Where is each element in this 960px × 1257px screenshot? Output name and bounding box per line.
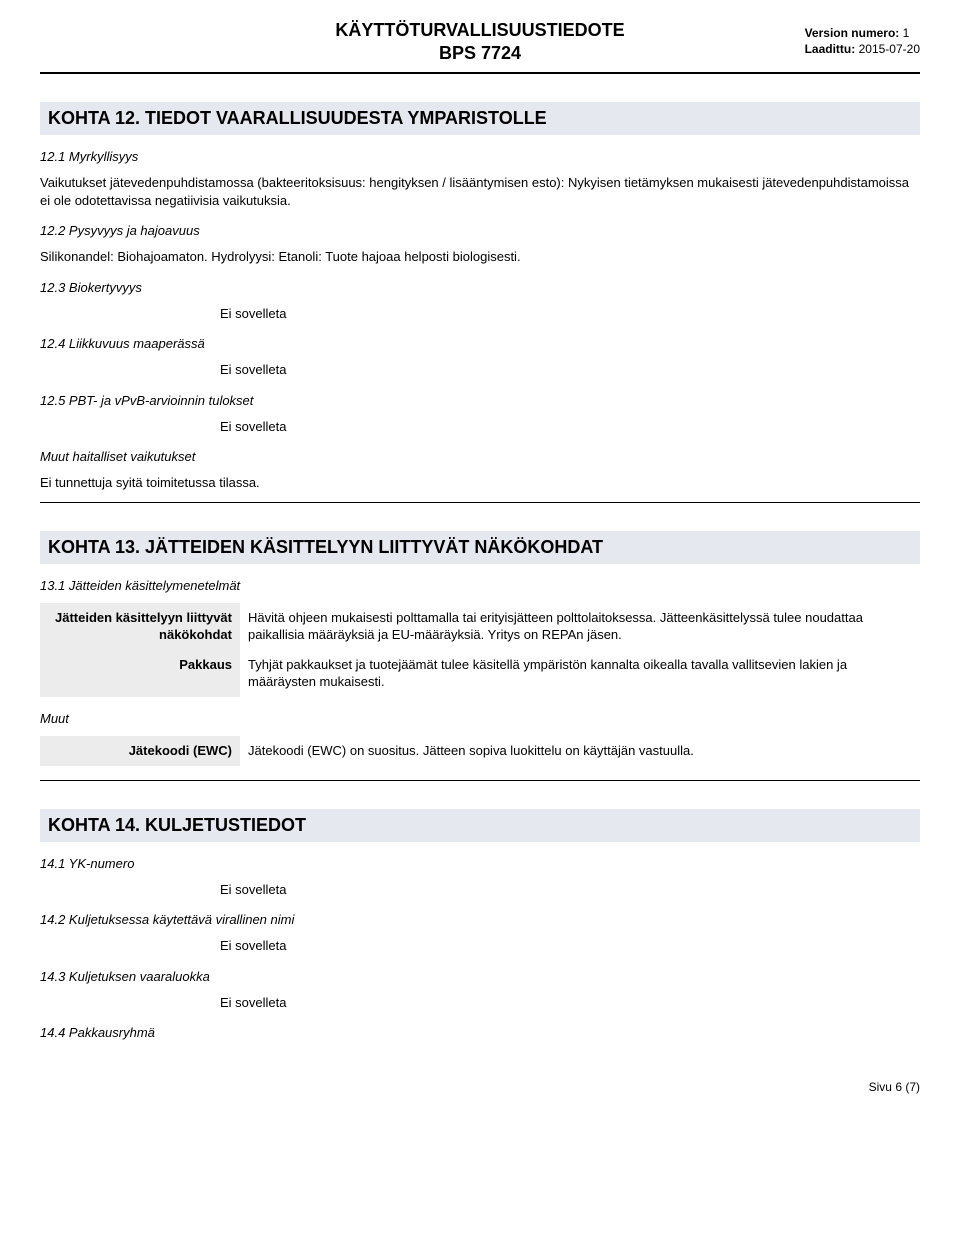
sub-14-1: 14.1 YK-numero bbox=[40, 856, 920, 871]
value-14-2: Ei sovelleta bbox=[220, 937, 920, 955]
table-13-1: Jätteiden käsittelyyn liittyvät näkökohd… bbox=[40, 603, 920, 697]
sub-14-3: 14.3 Kuljetuksen vaaraluokka bbox=[40, 969, 920, 984]
sub-13-1: 13.1 Jätteiden käsittelymenetelmät bbox=[40, 578, 920, 593]
section-14-banner: KOHTA 14. KULJETUSTIEDOT bbox=[40, 809, 920, 842]
value-12-5: Ei sovelleta bbox=[220, 418, 920, 436]
text-12-1: Vaikutukset jätevedenpuhdistamossa (bakt… bbox=[40, 174, 920, 209]
sub-12-1: 12.1 Myrkyllisyys bbox=[40, 149, 920, 164]
table-row: Jätekoodi (EWC) Jätekoodi (EWC) on suosi… bbox=[40, 736, 920, 766]
section-12-banner: KOHTA 12. TIEDOT VAARALLISUUDESTA YMPARI… bbox=[40, 102, 920, 135]
text-12-2: Silikonandel: Biohajoamaton. Hydrolyysi:… bbox=[40, 248, 920, 266]
text-12-other: Ei tunnettuja syitä toimitetussa tilassa… bbox=[40, 474, 920, 492]
version-label: Version numero: bbox=[805, 26, 900, 40]
table-row: Pakkaus Tyhjät pakkaukset ja tuotejäämät… bbox=[40, 650, 920, 697]
header-subtitle: BPS 7724 bbox=[40, 43, 920, 64]
sub-12-other: Muut haitalliset vaikutukset bbox=[40, 449, 920, 464]
row-label: Pakkaus bbox=[40, 650, 240, 697]
table-row: Jätteiden käsittelyyn liittyvät näkökohd… bbox=[40, 603, 920, 650]
value-12-3: Ei sovelleta bbox=[220, 305, 920, 323]
row-label: Jätekoodi (EWC) bbox=[40, 736, 240, 766]
section-13-end-rule bbox=[40, 780, 920, 781]
header-meta: Version numero: 1 Laadittu: 2015-07-20 bbox=[805, 26, 920, 58]
sub-12-5: 12.5 PBT- ja vPvB-arvioinnin tulokset bbox=[40, 393, 920, 408]
row-value: Jätekoodi (EWC) on suositus. Jätteen sop… bbox=[240, 736, 920, 766]
header-rule bbox=[40, 72, 920, 74]
row-value: Tyhjät pakkaukset ja tuotejäämät tulee k… bbox=[240, 650, 920, 697]
sub-12-2: 12.2 Pysyvyys ja hajoavuus bbox=[40, 223, 920, 238]
value-14-1: Ei sovelleta bbox=[220, 881, 920, 899]
sub-14-2: 14.2 Kuljetuksessa käytettävä virallinen… bbox=[40, 912, 920, 927]
value-12-4: Ei sovelleta bbox=[220, 361, 920, 379]
document-header: KÄYTTÖTURVALLISUUSTIEDOTE BPS 7724 Versi… bbox=[40, 20, 920, 74]
header-main: KÄYTTÖTURVALLISUUSTIEDOTE BPS 7724 bbox=[40, 20, 920, 64]
row-value: Hävitä ohjeen mukaisesti polttamalla tai… bbox=[240, 603, 920, 650]
value-14-3: Ei sovelleta bbox=[220, 994, 920, 1012]
row-label: Jätteiden käsittelyyn liittyvät näkökohd… bbox=[40, 603, 240, 650]
section-12-end-rule bbox=[40, 502, 920, 503]
sub-12-4: 12.4 Liikkuvuus maaperässä bbox=[40, 336, 920, 351]
version-value: 1 bbox=[903, 26, 910, 40]
section-13-banner: KOHTA 13. JÄTTEIDEN KÄSITTELYYN LIITTYVÄ… bbox=[40, 531, 920, 564]
table-13-other: Jätekoodi (EWC) Jätekoodi (EWC) on suosi… bbox=[40, 736, 920, 766]
page-footer: Sivu 6 (7) bbox=[40, 1080, 920, 1094]
sub-14-4: 14.4 Pakkausryhmä bbox=[40, 1025, 920, 1040]
sub-12-3: 12.3 Biokertyvyys bbox=[40, 280, 920, 295]
date-value: 2015-07-20 bbox=[859, 42, 920, 56]
sub-13-other: Muut bbox=[40, 711, 920, 726]
date-label: Laadittu: bbox=[805, 42, 856, 56]
header-title: KÄYTTÖTURVALLISUUSTIEDOTE bbox=[40, 20, 920, 41]
